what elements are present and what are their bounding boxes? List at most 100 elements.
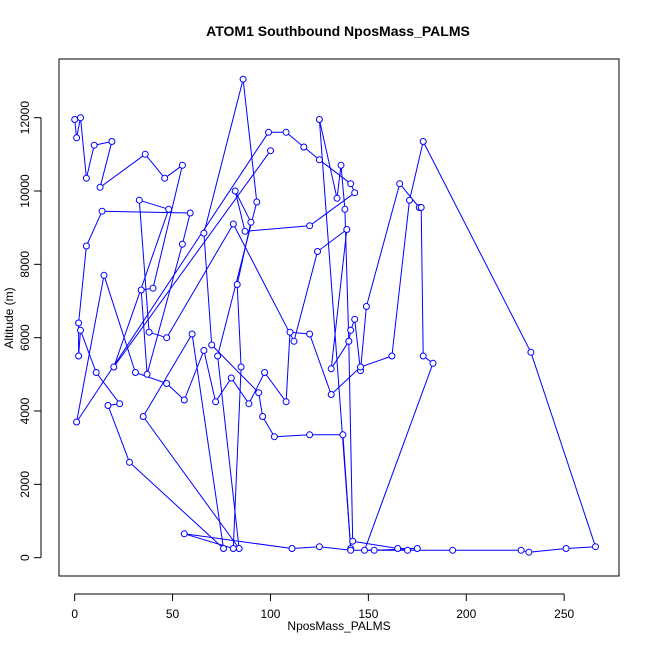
- x-axis-label: NposMass_PALMS: [287, 619, 390, 633]
- series-segment: [336, 165, 342, 199]
- x-tick-label: 50: [166, 607, 180, 621]
- series-segment: [80, 330, 97, 373]
- data-point: [270, 433, 278, 441]
- series-segment: [248, 372, 266, 404]
- series-segment: [138, 200, 150, 333]
- series-segment: [285, 131, 305, 148]
- data-point: [527, 348, 535, 356]
- y-tick-label: 0: [18, 554, 32, 561]
- series-segment: [164, 164, 183, 179]
- data-point: [429, 359, 437, 367]
- data-point: [82, 242, 90, 250]
- data-point: [290, 337, 298, 345]
- data-point: [413, 545, 421, 552]
- series-segment: [365, 183, 401, 307]
- data-point: [77, 114, 84, 122]
- data-point: [212, 398, 220, 406]
- series-segment: [139, 199, 169, 210]
- series-segment: [142, 416, 240, 549]
- data-point: [75, 352, 83, 360]
- y-tick-label: 8000: [18, 251, 32, 278]
- data-point: [104, 402, 112, 409]
- series-segment: [80, 117, 87, 179]
- series-segment: [166, 383, 185, 401]
- data-point: [220, 545, 227, 552]
- data-point: [288, 545, 296, 552]
- data-point: [361, 546, 368, 554]
- data-point: [253, 198, 261, 206]
- series-segment: [330, 229, 348, 369]
- y-axis-label: Altitude (m): [2, 287, 16, 348]
- series-segment: [258, 392, 264, 417]
- data-point: [73, 134, 81, 142]
- data-point: [351, 189, 359, 197]
- series-segment: [317, 229, 348, 252]
- series-segment: [142, 333, 193, 417]
- series-segment: [232, 223, 295, 342]
- y-tick-label: 2000: [18, 471, 32, 498]
- data-point: [139, 413, 147, 420]
- y-tick-label: 6000: [18, 324, 32, 351]
- series-segment: [107, 405, 130, 463]
- data-point: [108, 138, 116, 145]
- series-segment: [166, 223, 234, 338]
- data-point: [92, 369, 100, 376]
- series-segment: [203, 233, 213, 346]
- data-point: [245, 400, 253, 408]
- data-point: [214, 352, 222, 360]
- data-point: [259, 413, 267, 420]
- data-point: [180, 396, 188, 404]
- data-point: [163, 380, 171, 387]
- data-point: [73, 418, 81, 426]
- data-point: [135, 196, 143, 204]
- data-point: [131, 369, 139, 376]
- series-segment: [244, 225, 310, 232]
- data-point: [149, 284, 157, 292]
- data-point: [314, 248, 321, 255]
- data-point: [208, 341, 216, 349]
- series-segment: [285, 332, 291, 402]
- series-segment: [399, 183, 420, 208]
- data-point: [341, 205, 349, 213]
- series-segment: [135, 372, 167, 384]
- x-tick-label: 250: [554, 607, 574, 621]
- data-point: [347, 326, 355, 334]
- data-point: [75, 319, 83, 327]
- data-point: [306, 431, 314, 439]
- series-segment: [354, 319, 361, 371]
- series-segment: [409, 141, 424, 201]
- series-segment: [422, 141, 532, 353]
- data-point: [394, 545, 402, 552]
- y-tick-label: 4000: [18, 397, 32, 424]
- series-segment: [99, 153, 146, 188]
- data-point: [241, 227, 249, 235]
- data-point: [239, 75, 247, 83]
- data-point: [229, 220, 237, 228]
- series-segment: [203, 350, 217, 402]
- data-point: [71, 116, 79, 123]
- data-point: [161, 174, 169, 182]
- data-point: [178, 240, 186, 248]
- x-axis: 0 50 100 150 200 250: [71, 593, 575, 621]
- data-point: [126, 458, 133, 466]
- series-segment: [95, 372, 121, 405]
- data-point: [227, 374, 235, 382]
- series-segment: [85, 210, 103, 247]
- data-point: [404, 546, 411, 554]
- data-point: [178, 161, 186, 169]
- series-segment: [211, 344, 260, 394]
- data-point: [265, 128, 272, 136]
- data-point: [349, 537, 357, 545]
- series-segment: [113, 150, 271, 368]
- series-segment: [318, 119, 338, 199]
- series-segment: [183, 350, 205, 401]
- series-segment: [360, 355, 393, 368]
- data-point: [286, 328, 294, 336]
- data-point: [165, 205, 173, 213]
- data-point: [357, 363, 364, 371]
- series-segment: [140, 289, 148, 375]
- y-axis: 0 2000 4000 6000 8000 10000 12000: [18, 101, 42, 561]
- x-tick-label: 0: [71, 607, 78, 621]
- data-point: [141, 150, 149, 158]
